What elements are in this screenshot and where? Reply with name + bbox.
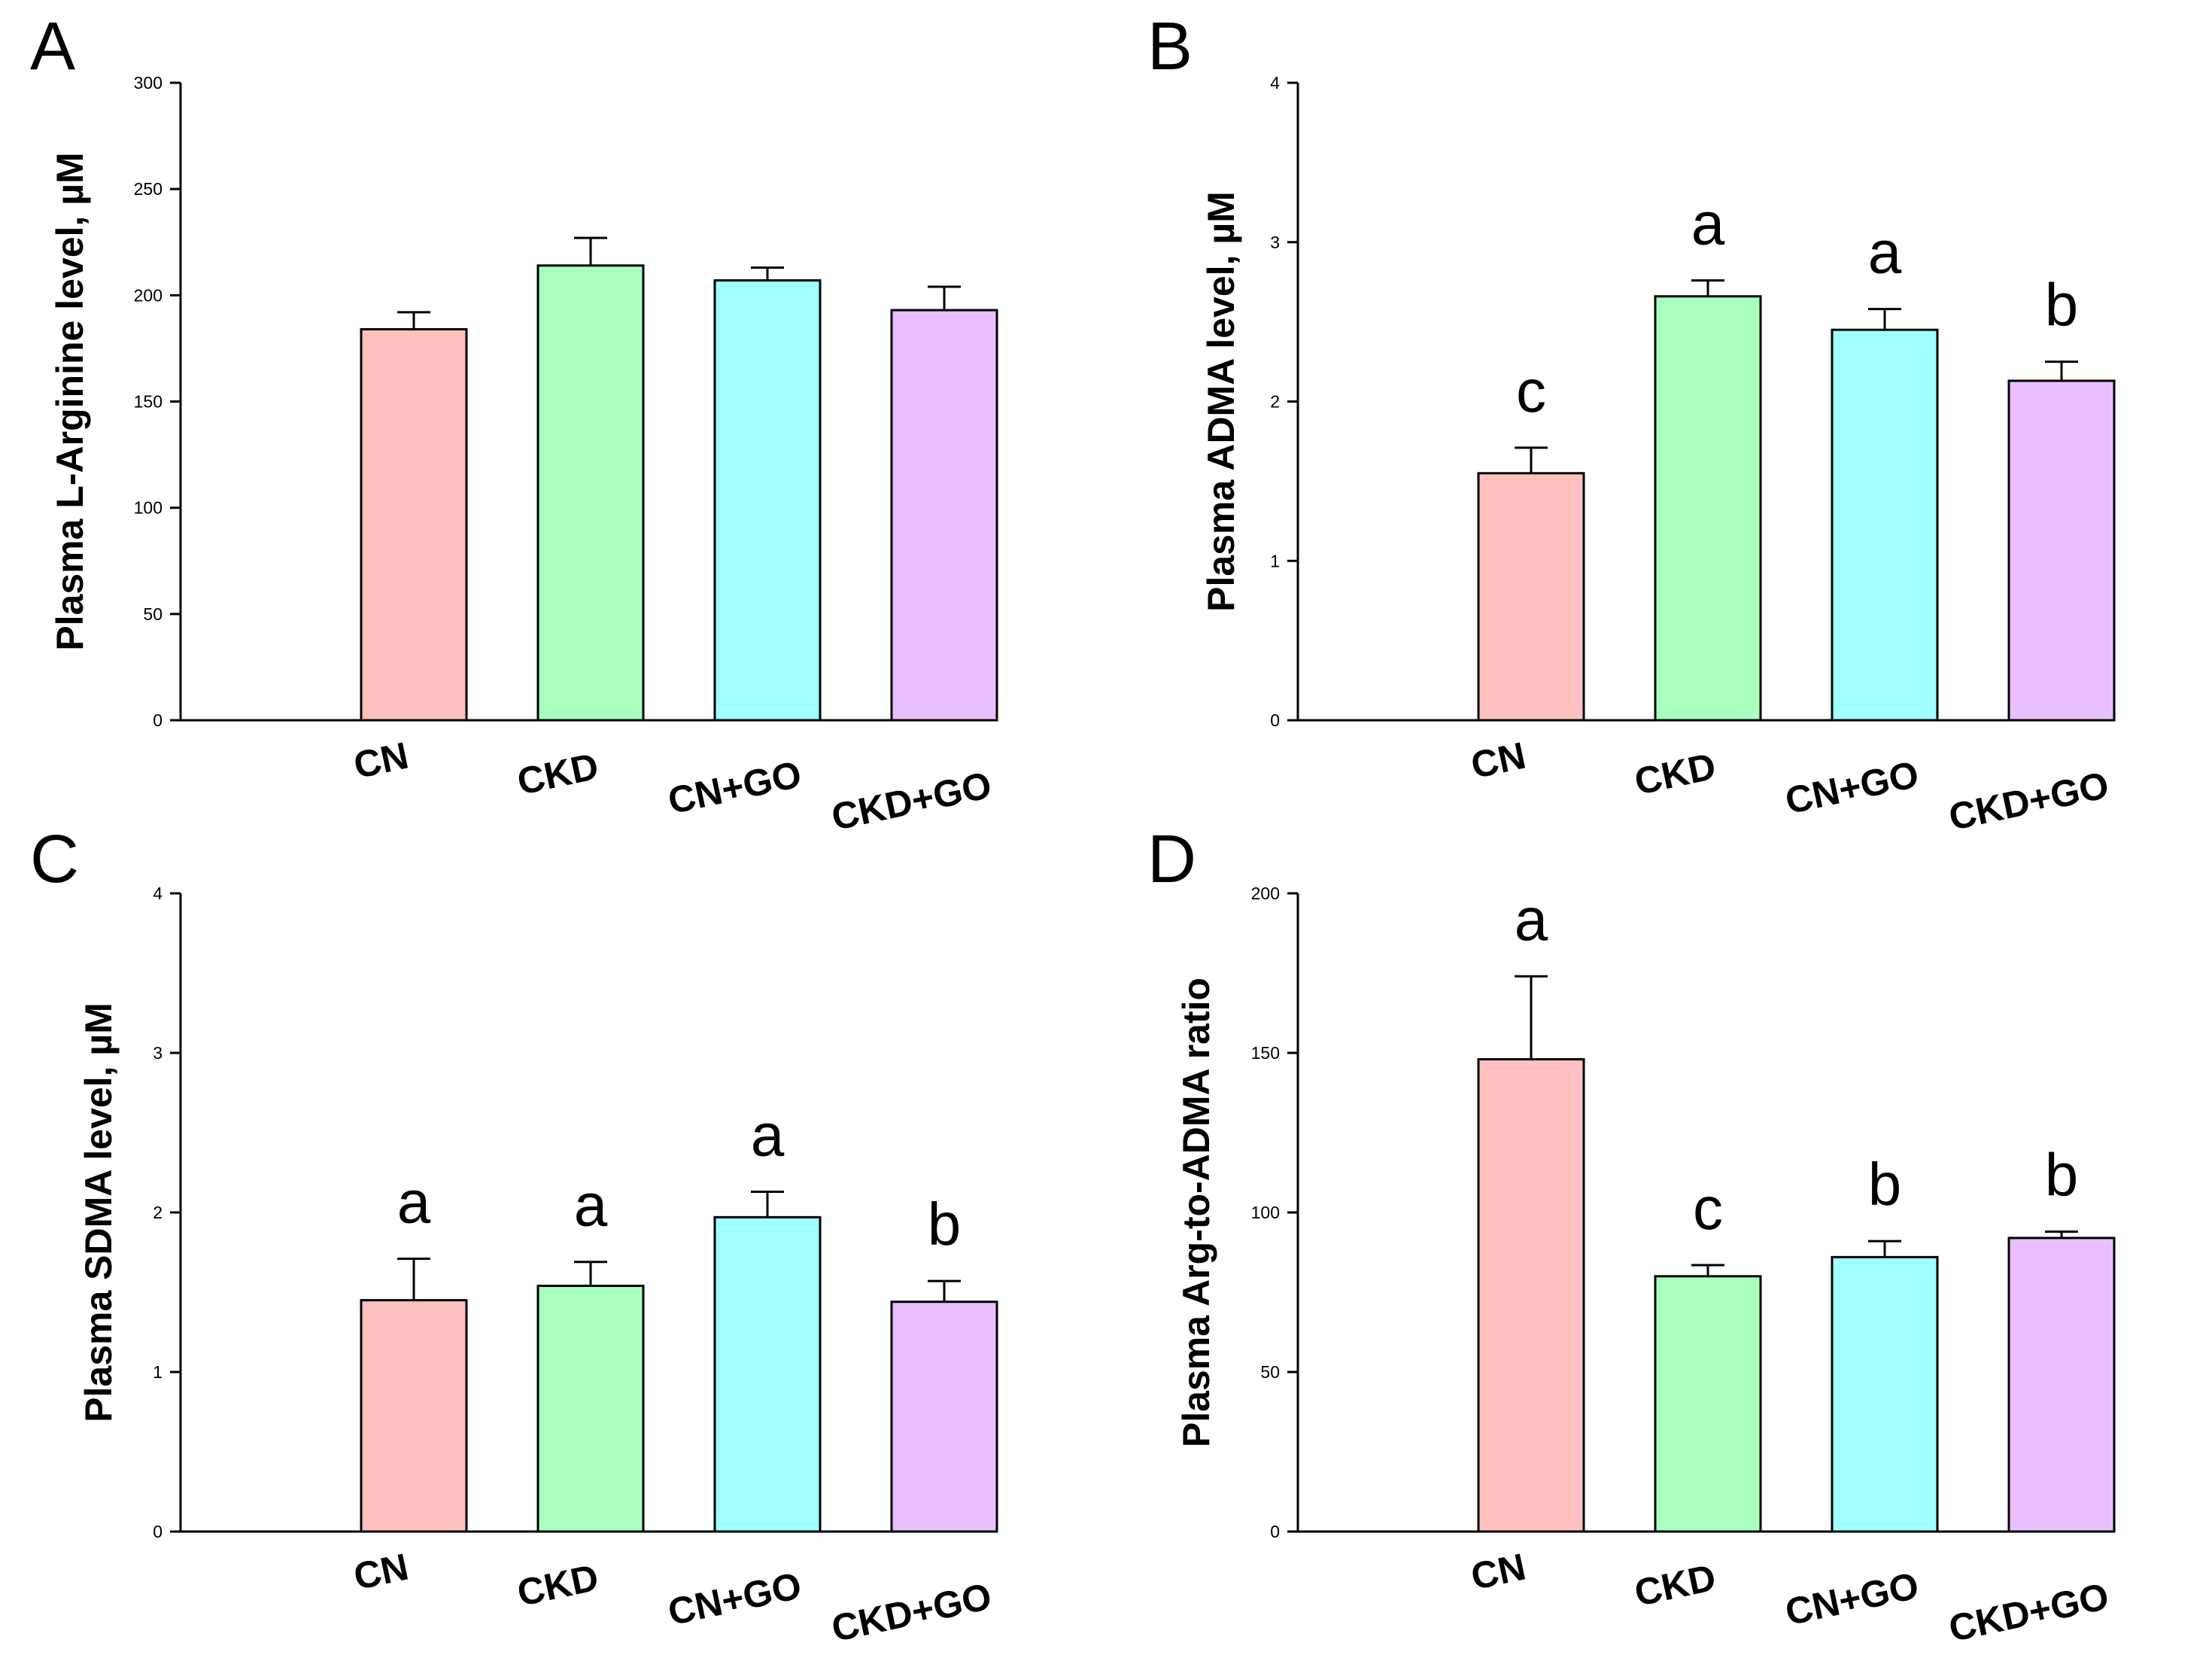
significance-label: b [1868,1151,1902,1218]
significance-label: a [1515,886,1548,953]
bar-ckd [1654,295,1762,722]
y-tick-label: 2 [153,1203,163,1222]
error-bar [1515,975,1548,1060]
x-category-label: CN [1467,734,1529,786]
bar-cn-plus-go [713,1215,822,1533]
error-bar [2045,360,2078,381]
x-category-label: CN [350,734,412,786]
y-axis-label: Plasma SDMA level, µM [77,1002,120,1422]
bar-ckd-plus-go [2007,379,2116,722]
bar-cn [360,328,468,722]
x-category-label: CN+GO [1782,1564,1922,1633]
error-bar [751,1190,784,1218]
y-tick-label: 1 [153,1362,163,1382]
bar-cn-plus-go [1831,328,1939,722]
y-tick-label: 1 [1270,551,1280,570]
panel-letter: A [30,9,75,84]
significance-label: a [1691,190,1725,257]
significance-label: b [2045,272,2079,339]
x-category-label: CN+GO [1782,753,1922,822]
panel-letter: C [30,822,79,897]
x-category-label: CKD+GO [1945,1575,2112,1650]
error-bar [397,311,430,330]
error-bar [1868,308,1901,330]
error-bar [1691,1264,1724,1276]
y-tick-label: 50 [1260,1362,1280,1382]
x-category-label: CN [350,1545,412,1598]
error-bar [2045,1230,2078,1238]
y-tick-label: 50 [143,604,163,624]
error-bar [574,236,607,266]
y-axis-label: Plasma L-Arginine level, µM [49,152,91,650]
x-category-label: CN [1467,1545,1529,1598]
significance-label: a [397,1168,431,1235]
y-tick-label: 0 [1270,710,1280,730]
x-category-label: CN+GO [664,753,805,822]
significance-label: b [928,1191,962,1258]
y-tick-label: 0 [1270,1522,1280,1541]
y-tick-label: 150 [1251,1043,1280,1063]
significance-label: c [1693,1175,1723,1242]
panel-a: A 0 50 100 150 200 250 300 Plasma L-Arginine lev… [30,9,998,839]
bar-ckd-plus-go [890,1301,998,1533]
y-tick-label: 200 [134,285,163,305]
y-tick-label: 250 [134,179,163,199]
significance-label: b [2045,1141,2079,1208]
bar-ckd-plus-go [2007,1237,2116,1533]
y-tick-label: 300 [134,73,163,93]
bar-cn [360,1299,468,1533]
significance-label: a [574,1172,608,1239]
error-bar [1515,446,1548,473]
x-category-label: CKD+GO [828,1575,995,1650]
error-bar [1868,1240,1901,1258]
error-bar [574,1261,607,1286]
bar-cn-plus-go [713,279,822,722]
panel-letter: D [1147,822,1196,897]
y-tick-label: 100 [1251,1203,1280,1222]
y-tick-label: 200 [1251,884,1280,903]
x-category-label: CN+GO [664,1564,805,1633]
y-tick-label: 150 [134,392,163,412]
bar-cn [1477,1057,1585,1533]
error-bar [928,1279,961,1302]
error-bar [1691,279,1724,297]
y-tick-label: 4 [153,884,163,903]
y-tick-label: 4 [1270,73,1280,93]
y-tick-label: 3 [153,1043,163,1063]
x-category-label: CKD+GO [828,764,995,839]
x-category-label: CKD+GO [1945,764,2112,839]
y-tick-label: 0 [153,710,163,730]
bar-cn-plus-go [1831,1255,1939,1533]
x-category-label: CKD [514,1556,603,1614]
panel-b: B 0 1 2 3 4 Plasma ADMA level, µM c CN a CKD a CN+GO… [1147,9,2116,839]
y-tick-label: 100 [134,498,163,518]
y-tick-label: 2 [1270,392,1280,412]
x-category-label: CKD [1631,745,1720,803]
significance-label: c [1516,357,1546,424]
significance-label: a [1868,219,1902,286]
x-category-label: CKD [1631,1556,1720,1614]
bar-ckd-plus-go [890,309,998,722]
bar-ckd [536,264,645,722]
y-axis-label: Plasma Arg-to-ADMA ratio [1175,978,1217,1447]
panel-letter: B [1147,9,1193,84]
y-tick-label: 3 [1270,233,1280,252]
significance-label: a [751,1101,785,1168]
error-bar [928,285,961,311]
bar-ckd [536,1285,645,1533]
error-bar [751,266,784,281]
bar-cn [1477,472,1585,722]
panel-d: D 0 50 100 150 200 Plasma Arg-to-ADMA ratio a CN… [1147,822,2116,1650]
x-category-label: CKD [514,745,603,803]
y-axis-label: Plasma ADMA level, µM [1200,191,1242,612]
panel-c: C 0 1 2 3 4 Plasma SDMA level, µM a CN a CKD a CN+GO… [30,822,998,1650]
y-tick-label: 0 [153,1522,163,1541]
error-bar [397,1257,430,1301]
bar-ckd [1654,1275,1762,1533]
